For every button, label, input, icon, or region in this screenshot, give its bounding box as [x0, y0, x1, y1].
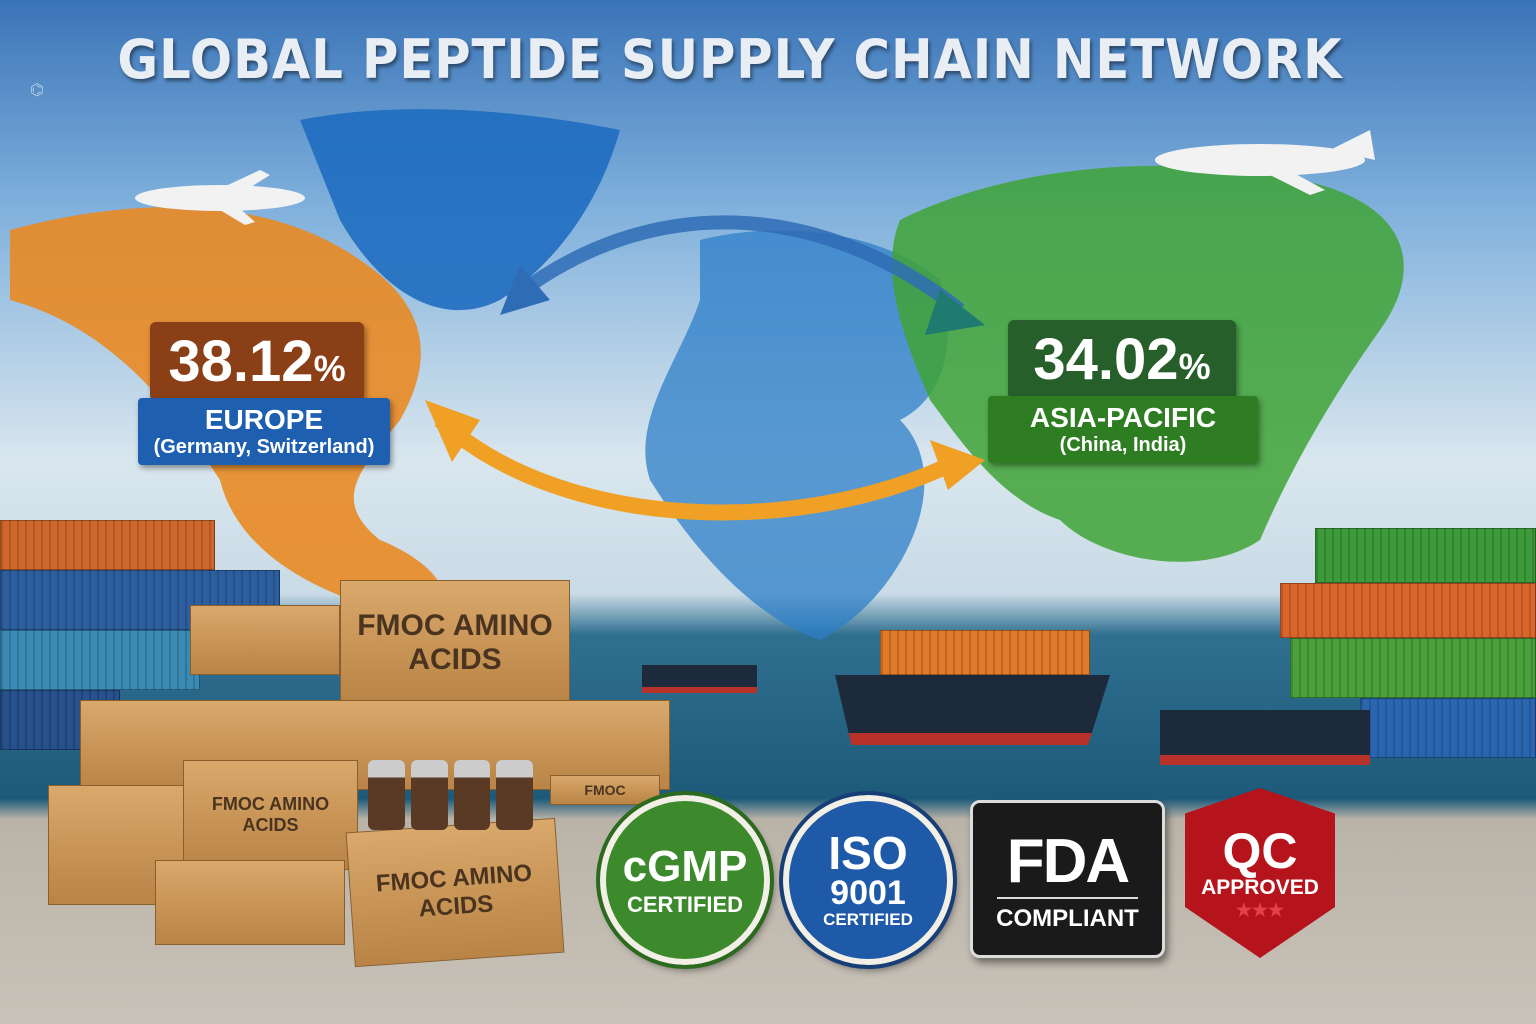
europe-share-value: 38.12	[168, 329, 314, 394]
vial-icon	[496, 760, 533, 830]
europe-africa-landmass	[645, 230, 948, 641]
badge-subtitle: CERTIFIED	[823, 910, 913, 929]
cargo-ship	[835, 675, 1110, 745]
page-title: GLOBAL PEPTIDE SUPPLY CHAIN NETWORK	[117, 28, 1343, 91]
europe-label: EUROPE (Germany, Switzerland)	[138, 398, 390, 465]
badge-title: cGMP	[622, 842, 748, 891]
vial-group	[368, 760, 533, 830]
ship-containers	[880, 630, 1090, 675]
container-stack	[1315, 528, 1536, 583]
badge-subtitle: APPROVED	[1201, 875, 1319, 899]
fmoc-box-large: FMOC AMINO ACIDS	[340, 580, 570, 705]
asia-share: 34.02%	[1008, 320, 1236, 399]
vial-icon	[368, 760, 405, 830]
asia-countries: (China, India)	[1059, 434, 1187, 456]
blue-flow-arrow	[505, 215, 965, 316]
asia-share-value: 34.02	[1033, 327, 1179, 392]
container-stack	[1290, 638, 1536, 698]
badge-number: 9001	[830, 874, 906, 912]
airplane-icon-left	[135, 170, 305, 225]
badge-title: FDA	[996, 826, 1139, 899]
vial-icon	[410, 760, 448, 830]
box-label: FMOC AMINO ACIDS	[357, 608, 553, 676]
fda-compliant-badge: FDA COMPLIANT	[970, 800, 1165, 958]
box	[155, 860, 345, 945]
fmoc-box-small: FMOC	[550, 775, 660, 805]
asia-region-name: ASIA-PACIFIC	[1029, 402, 1217, 433]
box-label: FMOC AMINO ACIDS	[211, 794, 330, 835]
stars-icon: ★★★	[1235, 899, 1285, 920]
cgmp-certified-badge: cGMP CERTIFIED	[596, 791, 774, 969]
badge-subtitle: COMPLIANT	[996, 904, 1139, 932]
orange-flow-arrow	[434, 414, 964, 521]
badge-subtitle: CERTIFIED	[626, 892, 744, 917]
cargo-ship	[1160, 710, 1370, 765]
blue-arrow-head-right	[925, 290, 985, 335]
box	[190, 605, 340, 675]
orange-arrow-head-right	[930, 440, 985, 490]
blue-arrow-head-left	[500, 265, 550, 315]
europe-share-unit: %	[313, 348, 346, 389]
container-stack	[1280, 583, 1536, 638]
cargo-ship	[642, 665, 757, 693]
fmoc-box-front: FMOC AMINO ACIDS	[345, 817, 565, 968]
asia-share-unit: %	[1178, 346, 1211, 387]
badge-title: ISO	[828, 827, 908, 879]
vial-icon	[453, 760, 491, 830]
orange-arrow-head-left	[425, 400, 480, 462]
badge-title: QC	[1222, 822, 1298, 879]
europe-region-name: EUROPE	[204, 404, 324, 435]
box-label: FMOC	[584, 782, 626, 798]
chemical-structure-decoration: ⌬	[30, 82, 44, 99]
europe-countries: (Germany, Switzerland)	[153, 436, 375, 458]
airplane-icon-right	[1155, 130, 1375, 195]
container-stack	[0, 630, 200, 690]
container-stack	[0, 520, 215, 570]
europe-share: 38.12%	[150, 322, 364, 401]
greenland-landmass	[300, 109, 620, 311]
fmoc-box-left: FMOC AMINO ACIDS	[183, 760, 358, 870]
asia-label: ASIA-PACIFIC (China, India)	[988, 396, 1258, 463]
box-label: FMOC AMINO ACIDS	[375, 859, 533, 923]
container-stack	[1360, 698, 1536, 758]
iso-9001-badge: ISO 9001 CERTIFIED	[779, 791, 957, 969]
